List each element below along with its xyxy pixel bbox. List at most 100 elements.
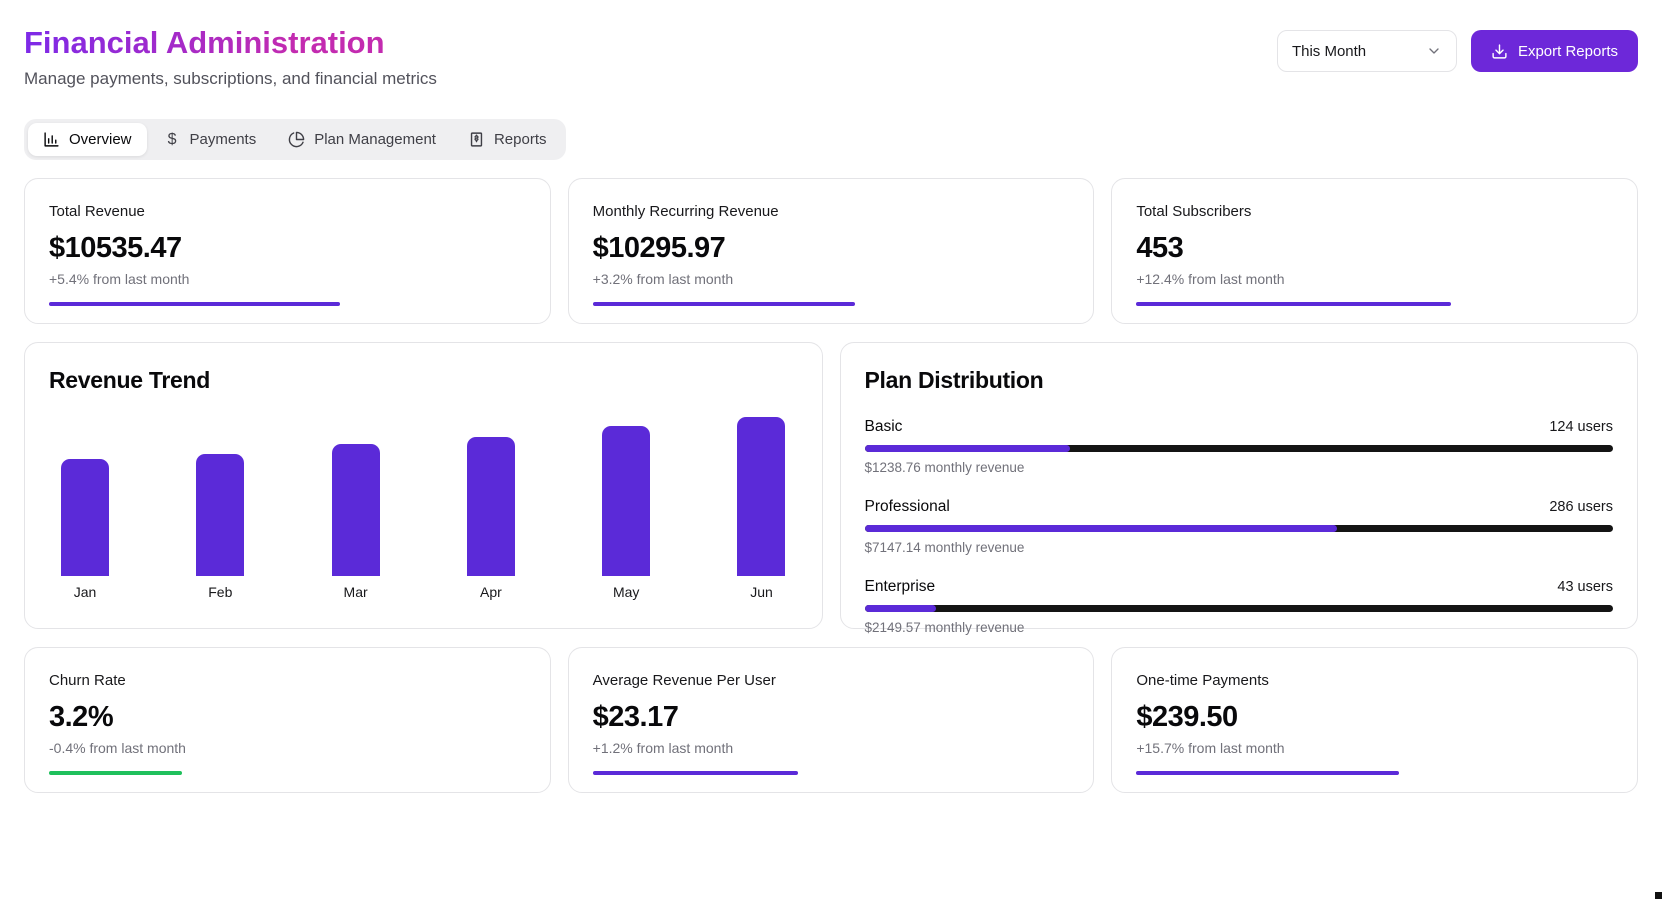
- tab-payments-label: Payments: [189, 131, 257, 149]
- revenue-trend-chart: Jan Feb Mar Apr May Jun: [49, 404, 798, 604]
- charts-row: Revenue Trend Jan Feb Mar Apr May Jun Plan Di…: [24, 342, 1638, 635]
- revenue-bar: [602, 425, 651, 577]
- tab-plan-management-label: Plan Management: [314, 131, 436, 149]
- download-icon: [1491, 43, 1508, 60]
- plan-revenue: $1238.76 monthly revenue: [864, 460, 1025, 476]
- plan-list: Basic 124 users $1238.76 monthly revenue…: [864, 418, 1613, 636]
- revenue-bar: [331, 444, 380, 577]
- plan-name: Enterprise: [864, 578, 936, 596]
- cursor-artifact: [1655, 892, 1662, 899]
- stat-change: -0.4% from last month: [49, 740, 186, 757]
- period-select[interactable]: This Month: [1276, 30, 1457, 72]
- plan-progress-fill: [864, 445, 1070, 453]
- stat-label: Churn Rate: [49, 672, 126, 690]
- stat-accent-bar: [592, 302, 855, 307]
- revenue-bar-label: Mar: [343, 584, 368, 601]
- total-subscribers-card: Total Subscribers 453 +12.4% from last m…: [1111, 178, 1639, 325]
- revenue-bar-column: Jan: [61, 404, 109, 604]
- plan-name: Basic: [864, 418, 903, 436]
- mrr-card: Monthly Recurring Revenue $10295.97 +3.2…: [567, 178, 1095, 325]
- bar-chart-icon: [43, 131, 60, 148]
- stat-accent-bar: [1136, 302, 1451, 307]
- header-titles: Financial Administration Manage payments…: [24, 24, 437, 89]
- chevron-down-icon: [1426, 43, 1442, 59]
- tab-overview[interactable]: Overview: [28, 123, 147, 157]
- revenue-bar-label: Apr: [479, 584, 502, 601]
- revenue-bar-column: Feb: [196, 404, 245, 604]
- stat-value: $10535.47: [49, 232, 182, 265]
- export-reports-button[interactable]: Export Reports: [1470, 30, 1638, 72]
- stat-change: +3.2% from last month: [592, 271, 734, 288]
- export-reports-label: Export Reports: [1517, 42, 1618, 60]
- plan-row-basic: Basic 124 users $1238.76 monthly revenue: [864, 418, 1613, 476]
- revenue-trend-title: Revenue Trend: [49, 367, 210, 394]
- stat-value: $23.17: [592, 701, 679, 734]
- stat-change: +15.7% from last month: [1136, 740, 1285, 757]
- total-revenue-card: Total Revenue $10535.47 +5.4% from last …: [24, 178, 551, 325]
- revenue-trend-card: Revenue Trend Jan Feb Mar Apr May Jun: [24, 342, 823, 630]
- stat-change: +5.4% from last month: [49, 271, 190, 288]
- stat-value: $10295.97: [592, 232, 726, 265]
- revenue-bar-label: Jun: [750, 584, 773, 601]
- stat-accent-bar: [592, 771, 798, 776]
- one-time-payments-card: One-time Payments $239.50 +15.7% from la…: [1111, 647, 1639, 794]
- plan-name: Professional: [864, 498, 950, 516]
- plan-row-professional: Professional 286 users $7147.14 monthly …: [864, 498, 1613, 556]
- arpu-card: Average Revenue Per User $23.17 +1.2% fr…: [567, 647, 1095, 794]
- revenue-bar-column: Mar: [331, 404, 380, 604]
- stat-value: $239.50: [1136, 701, 1238, 734]
- stat-change: +1.2% from last month: [592, 740, 734, 757]
- plan-progress-fill: [864, 605, 936, 613]
- plan-row-enterprise: Enterprise 43 users $2149.57 monthly rev…: [864, 578, 1613, 636]
- dollar-icon: $: [167, 130, 177, 148]
- revenue-bar-column: Jun: [737, 404, 786, 604]
- tab-plan-management[interactable]: Plan Management: [273, 123, 451, 156]
- plan-users: 43 users: [1557, 579, 1613, 596]
- plan-progress-track: [864, 525, 1613, 533]
- stat-change: +12.4% from last month: [1136, 271, 1285, 288]
- stat-accent-bar: [49, 771, 183, 776]
- plan-revenue: $2149.57 monthly revenue: [864, 620, 1025, 636]
- revenue-bar: [466, 437, 515, 577]
- plan-distribution-card: Plan Distribution Basic 124 users $1238.…: [839, 342, 1638, 635]
- revenue-bar: [61, 459, 109, 577]
- view-tabbar: Overview $ Payments Plan Management Repo…: [24, 119, 566, 161]
- revenue-bar: [737, 417, 786, 577]
- stat-label: Monthly Recurring Revenue: [592, 203, 779, 221]
- stat-label: Total Subscribers: [1136, 203, 1252, 221]
- stat-label: Average Revenue Per User: [592, 672, 776, 690]
- page-subtitle: Manage payments, subscriptions, and fina…: [24, 69, 437, 89]
- pie-chart-icon: [288, 131, 305, 148]
- page-title: Financial Administration: [24, 25, 385, 60]
- revenue-bar-label: Jan: [73, 584, 97, 601]
- tab-reports[interactable]: Reports: [453, 123, 562, 156]
- stat-accent-bar: [49, 302, 340, 307]
- revenue-bar-label: Feb: [208, 584, 233, 601]
- receipt-icon: [468, 131, 485, 148]
- stat-value: 3.2%: [49, 701, 114, 734]
- plan-revenue: $7147.14 monthly revenue: [864, 540, 1025, 556]
- stat-accent-bar: [1136, 771, 1399, 776]
- revenue-bar-label: May: [612, 584, 640, 601]
- revenue-bar-column: May: [602, 404, 651, 604]
- stats-bottom-row: Churn Rate 3.2% -0.4% from last month Av…: [24, 647, 1639, 794]
- period-select-value: This Month: [1291, 42, 1367, 60]
- plan-progress-track: [864, 445, 1613, 453]
- plan-users: 286 users: [1549, 499, 1613, 516]
- tab-reports-label: Reports: [493, 131, 547, 149]
- churn-rate-card: Churn Rate 3.2% -0.4% from last month: [24, 647, 551, 794]
- stats-top-row: Total Revenue $10535.47 +5.4% from last …: [24, 178, 1639, 325]
- plan-distribution-title: Plan Distribution: [864, 367, 1044, 394]
- revenue-bar-column: Apr: [466, 404, 515, 604]
- tab-payments[interactable]: $ Payments: [149, 123, 272, 156]
- stat-label: One-time Payments: [1136, 672, 1269, 690]
- header-controls: This Month Export Reports: [1276, 30, 1638, 72]
- revenue-bar: [196, 453, 245, 577]
- stat-value: 453: [1136, 232, 1184, 265]
- plan-progress-fill: [864, 525, 1337, 533]
- plan-users: 124 users: [1549, 419, 1613, 436]
- plan-progress-track: [864, 605, 1613, 613]
- page-header: Financial Administration Manage payments…: [24, 24, 1638, 89]
- stat-label: Total Revenue: [49, 203, 145, 221]
